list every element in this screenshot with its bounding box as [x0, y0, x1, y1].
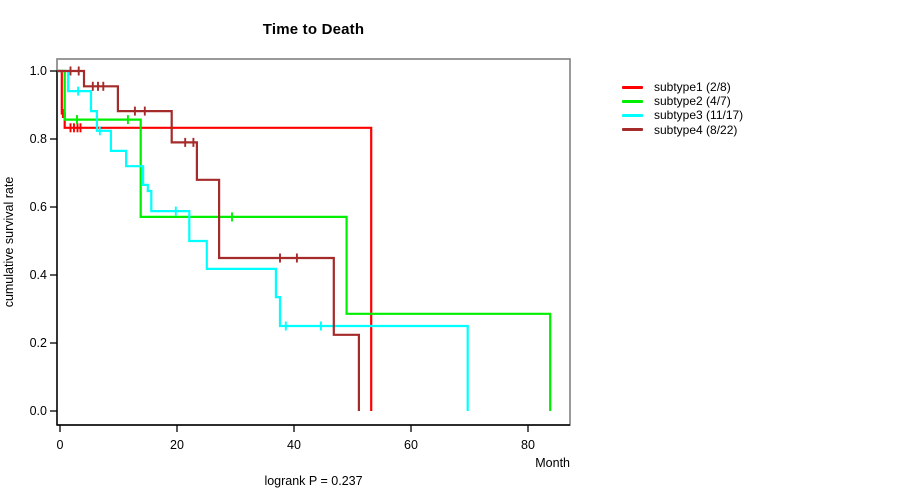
- km-curve-3: [57, 69, 469, 411]
- km-curve-2: [57, 69, 552, 411]
- km-censor-ticks-3: [77, 86, 322, 331]
- x-tick-label-0: 0: [56, 438, 64, 452]
- chart-title: Time to Death: [262, 21, 365, 38]
- x-axis-title: Month: [535, 456, 570, 470]
- legend-label-subtype3: subtype3 (11/17): [654, 108, 744, 123]
- legend-line-swatch-subtype2: [622, 99, 643, 103]
- legend-line-swatch-subtype3: [622, 113, 643, 117]
- legend-item-subtype2: subtype2 (4/7): [622, 94, 743, 108]
- y-tick-label-1.0: 1.0: [29, 64, 47, 78]
- legend-line-swatch-subtype1: [622, 85, 643, 89]
- legend: subtype1 (2/8) subtype2 (4/7) subtype3 (…: [622, 80, 743, 137]
- legend-label-subtype1: subtype1 (2/8): [654, 80, 731, 95]
- y-tick-label-0.6: 0.6: [29, 200, 47, 214]
- legend-item-subtype1: subtype1 (2/8): [622, 80, 743, 94]
- km-censor-ticks-1: [61, 109, 82, 133]
- x-tick-label-60: 60: [404, 438, 418, 452]
- logrank-p-annotation: logrank P = 0.237: [264, 474, 363, 488]
- x-tick-label-40: 40: [287, 438, 301, 452]
- x-tick-label-20: 20: [170, 438, 184, 452]
- km-censor-ticks-4: [69, 66, 298, 263]
- km-curve-4: [57, 69, 360, 411]
- legend-label-subtype4: subtype4 (8/22): [654, 122, 738, 137]
- km-curve-1: [57, 69, 373, 411]
- km-curves: [57, 66, 552, 411]
- x-tick-label-80: 80: [521, 438, 535, 452]
- y-tick-label-0.2: 0.2: [29, 336, 47, 350]
- km-censor-ticks-2: [76, 115, 233, 222]
- x-axis-ticks: [59, 425, 529, 432]
- legend-line-swatch-subtype4: [622, 128, 643, 132]
- y-axis-ticks: [50, 70, 57, 412]
- y-tick-label-0.4: 0.4: [29, 268, 47, 282]
- legend-item-subtype4: subtype4 (8/22): [622, 123, 743, 137]
- y-axis-title: cumulative survival rate: [2, 176, 16, 308]
- y-tick-label-0.8: 0.8: [29, 132, 47, 146]
- y-tick-label-0.0: 0.0: [29, 404, 47, 418]
- legend-item-subtype3: subtype3 (11/17): [622, 108, 743, 122]
- legend-label-subtype2: subtype2 (4/7): [654, 94, 731, 109]
